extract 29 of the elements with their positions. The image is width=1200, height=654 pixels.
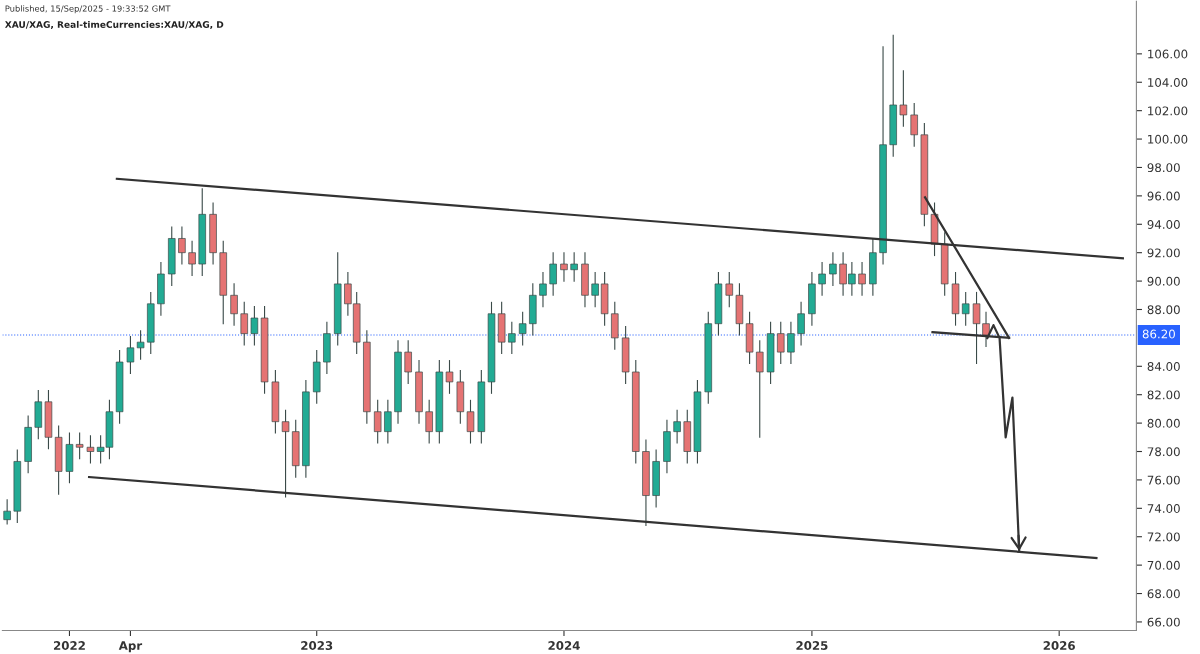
y-tick-label: 92.00	[1147, 248, 1180, 258]
x-tick-label: 2025	[796, 641, 828, 651]
y-tick-label: 80.00	[1147, 418, 1180, 428]
y-tick-label: 90.00	[1147, 276, 1180, 286]
text: XAU/XAG, Real-timeCurrencies:XAU/XAG, D	[4, 20, 224, 30]
y-tick-label: 68.00	[1147, 589, 1180, 599]
y-tick-label: 94.00	[1147, 220, 1180, 229]
x-tick-label: 2023	[301, 641, 333, 651]
y-tick-label: 88.00	[1147, 305, 1180, 315]
y-tick-label: 76.00	[1147, 475, 1180, 485]
ref-line-label: 86.20	[1142, 329, 1175, 339]
y-tick-label: 84.00	[1147, 362, 1180, 371]
y-tick-label: 106.00	[1148, 49, 1188, 59]
y-tick-label: 98.00	[1147, 163, 1180, 173]
y-tick-label: 102.00	[1148, 106, 1188, 116]
y-tick-label: 104.00	[1148, 77, 1188, 87]
x-tick-label: 2022	[53, 641, 85, 651]
annotation: Published, 15/Sep/2025 - 19:33:52 GMT	[5, 5, 171, 14]
x-tick-label: 2026	[1043, 641, 1075, 651]
x-tick-label: Apr	[118, 641, 143, 653]
y-tick-label: 96.00	[1147, 191, 1180, 201]
y-tick-label: 66.00	[1147, 617, 1180, 627]
y-tick-label: 100.00	[1148, 134, 1188, 144]
x-tick-label: 2024	[548, 641, 580, 651]
y-tick-label: 78.00	[1147, 447, 1180, 457]
y-tick-label: 70.00	[1147, 560, 1180, 570]
y-tick-label: 72.00	[1147, 532, 1180, 542]
y-tick-label: 74.00	[1147, 504, 1180, 513]
y-tick-label: 82.00	[1147, 390, 1180, 400]
